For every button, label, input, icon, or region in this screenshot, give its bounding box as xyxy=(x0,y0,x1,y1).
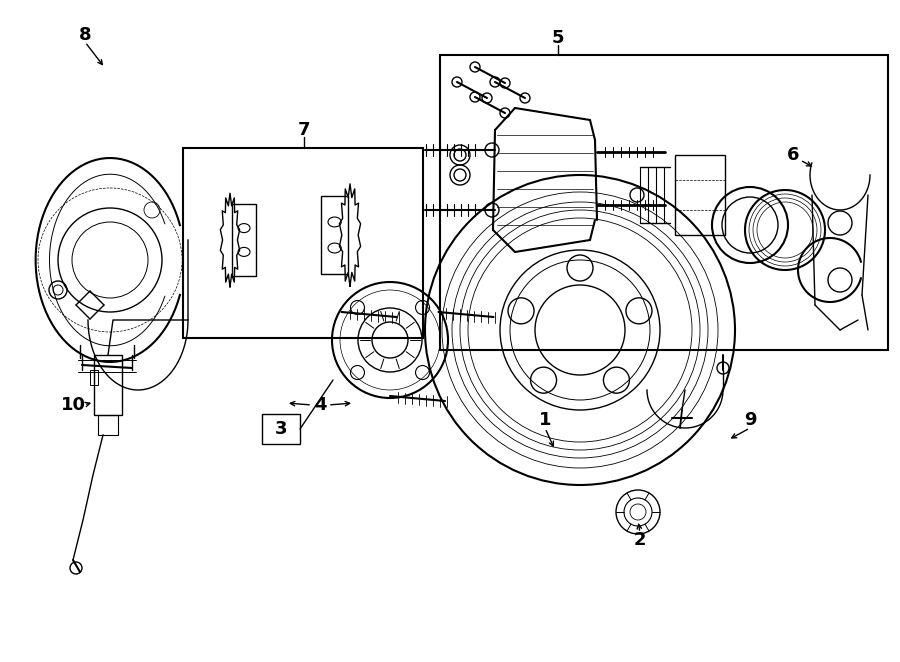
Text: 6: 6 xyxy=(787,146,799,164)
Bar xyxy=(98,415,118,435)
Text: 2: 2 xyxy=(634,531,646,549)
Text: 7: 7 xyxy=(298,121,310,139)
Bar xyxy=(675,155,725,235)
Text: 3: 3 xyxy=(274,420,287,438)
Bar xyxy=(232,205,256,275)
Bar xyxy=(94,355,122,415)
Bar xyxy=(262,414,300,444)
Text: 9: 9 xyxy=(743,411,756,429)
Text: 8: 8 xyxy=(78,26,91,44)
Text: 1: 1 xyxy=(539,411,551,429)
Bar xyxy=(440,55,888,350)
Bar xyxy=(321,196,347,274)
Text: 5: 5 xyxy=(552,29,564,47)
Text: 10: 10 xyxy=(60,396,86,414)
Bar xyxy=(90,370,98,385)
Bar xyxy=(183,148,423,338)
Text: 4: 4 xyxy=(314,396,326,414)
